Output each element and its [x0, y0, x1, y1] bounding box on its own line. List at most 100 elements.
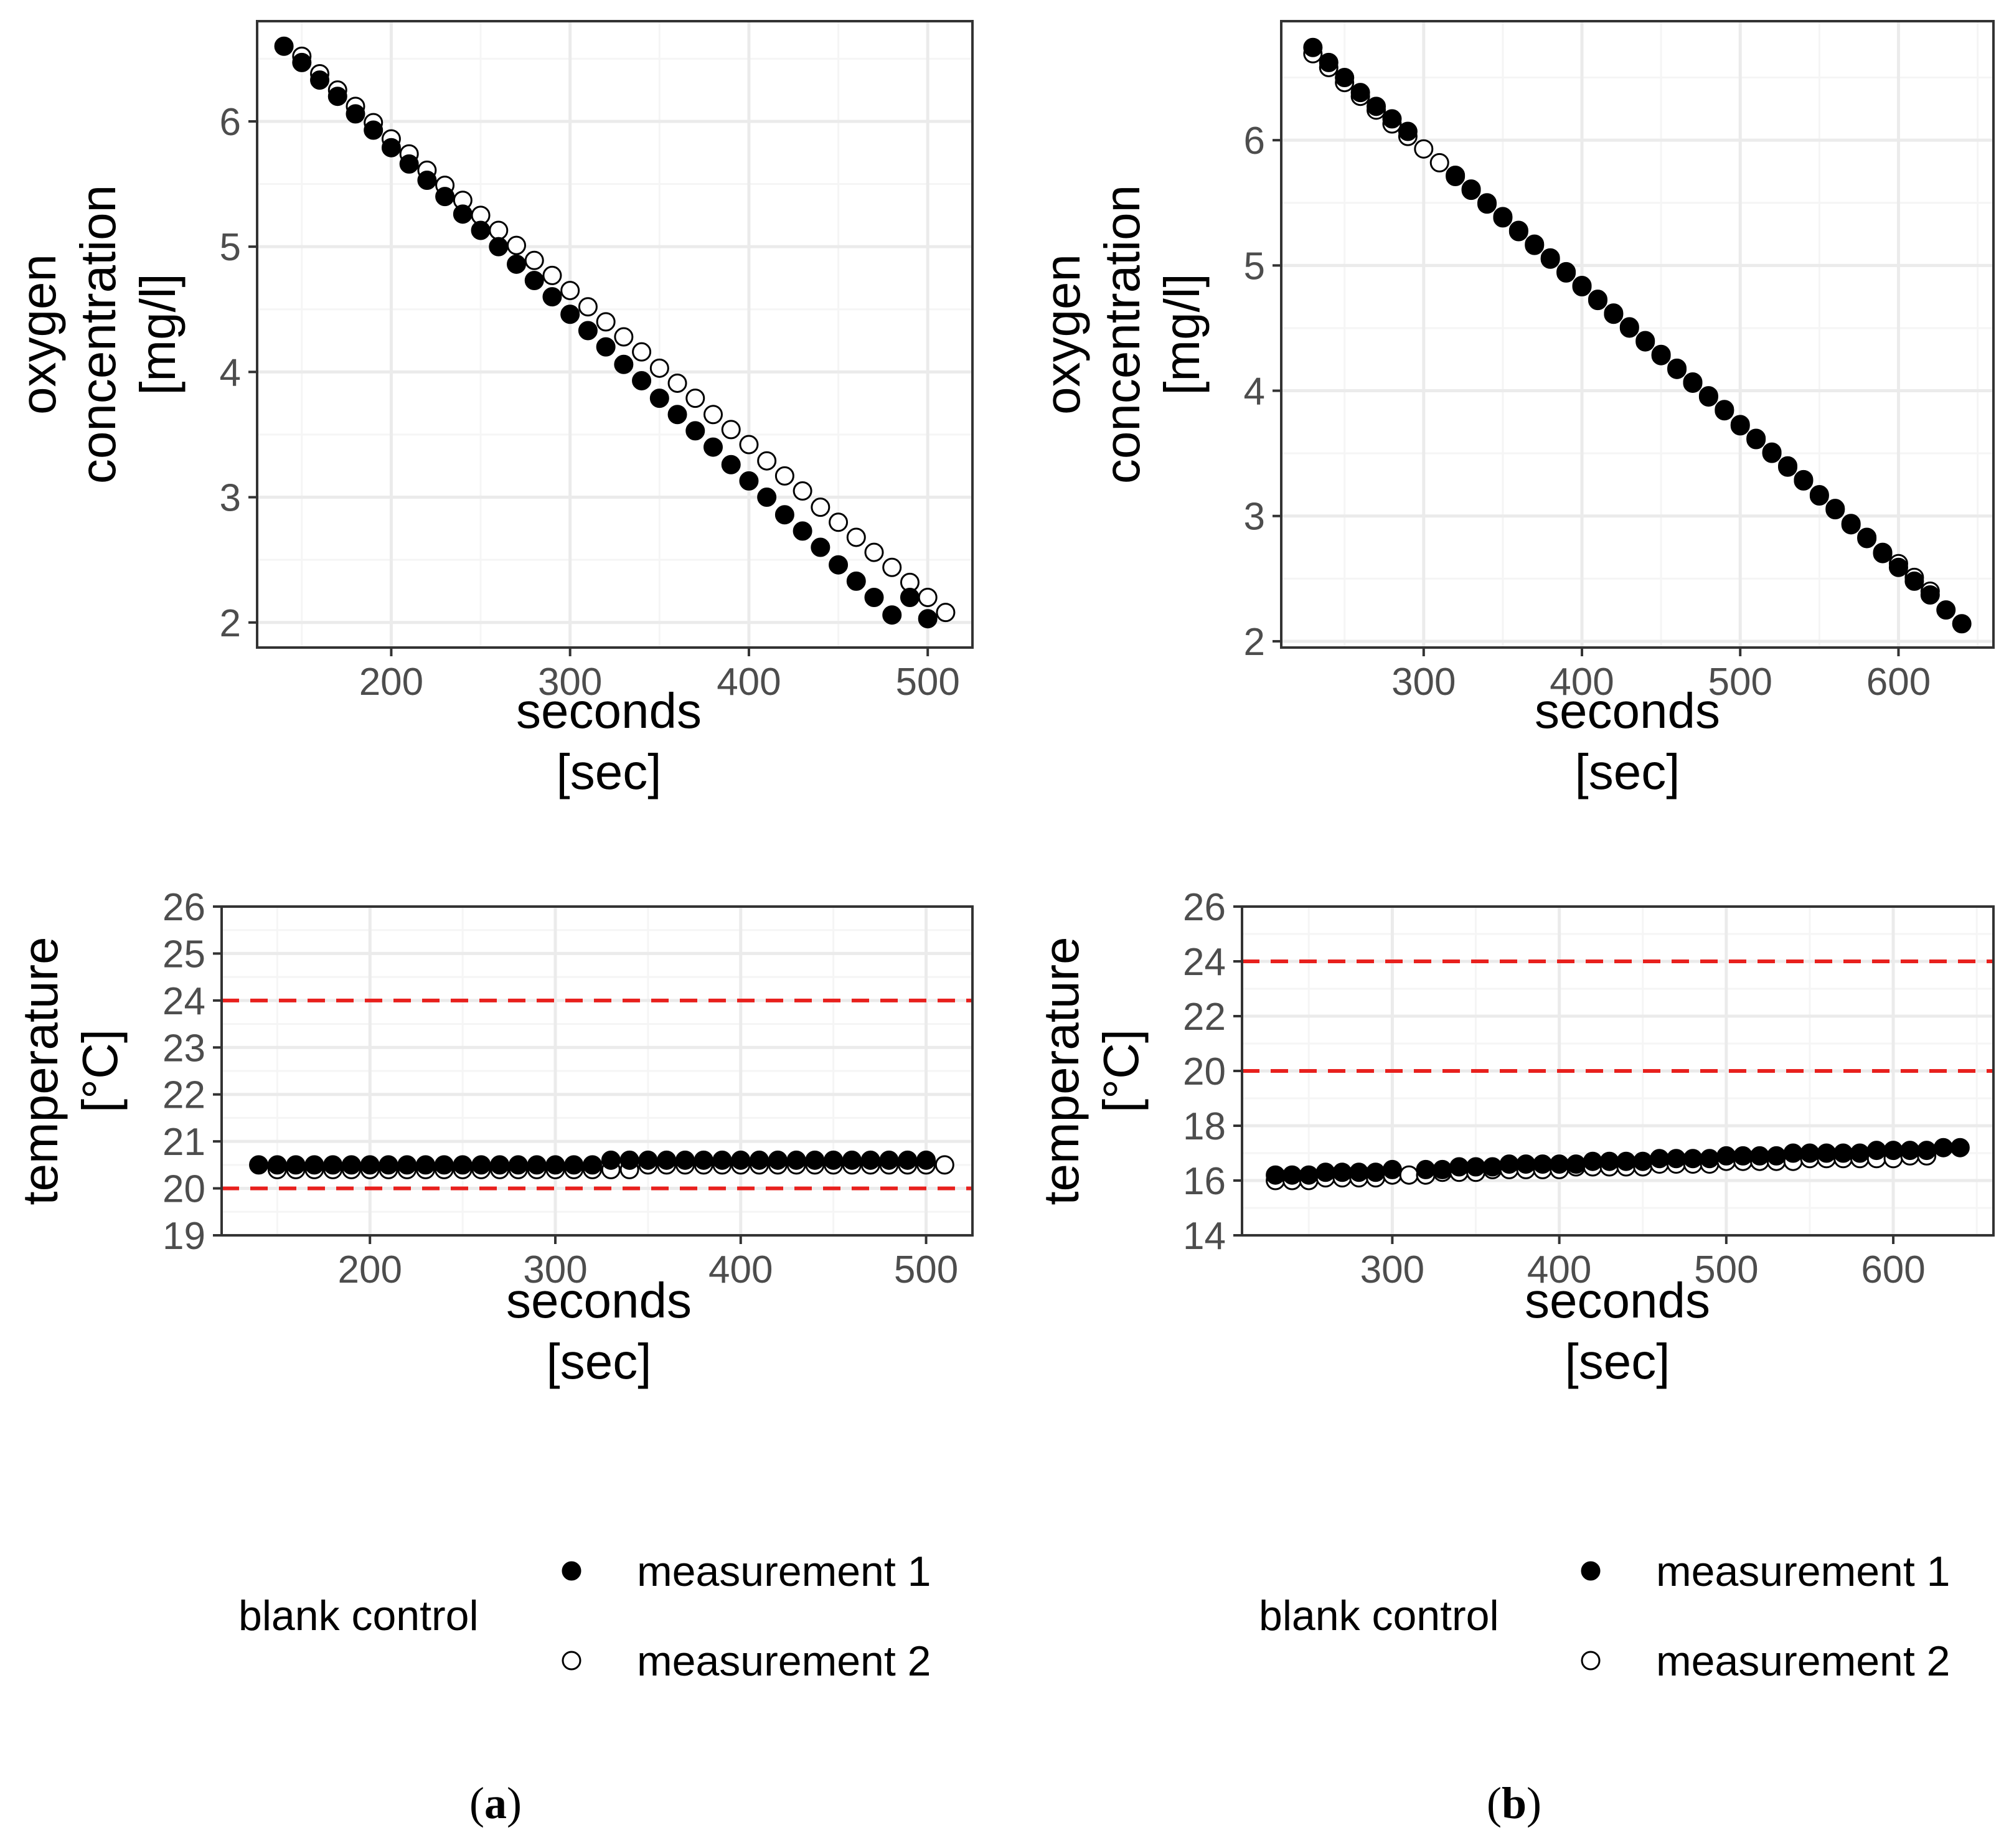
point-measurement-2 [632, 342, 652, 362]
series-measurement-1 [1266, 1138, 1970, 1185]
y-tick-label: 5 [1244, 245, 1265, 288]
point-measurement-2 [918, 588, 938, 608]
y-axis-title-line-1: temperature [1033, 936, 1089, 1205]
point-measurement-1 [1382, 109, 1402, 129]
y-tick-label: 22 [1183, 996, 1226, 1039]
point-measurement-2 [649, 358, 669, 378]
point-measurement-1 [649, 389, 669, 408]
point-measurement-2 [934, 1155, 954, 1175]
x-tick-label: 300 [523, 1248, 587, 1291]
point-measurement-1 [310, 70, 330, 90]
x-tick-label: 500 [895, 661, 959, 704]
caption-b: (b) [1487, 1778, 1541, 1828]
x-axis-title-line-1: seconds [1525, 1273, 1710, 1328]
y-axis-title: temperature[°C] [1033, 936, 1149, 1205]
point-measurement-1 [1461, 179, 1481, 199]
y-axis-title-line-2: [°C] [72, 1029, 128, 1113]
y-tick-label: 20 [162, 1168, 205, 1211]
panel-border [256, 20, 974, 649]
point-measurement-1 [1749, 1146, 1769, 1166]
legend-key-open [1581, 1651, 1601, 1671]
point-measurement-1 [1533, 1154, 1553, 1174]
point-measurement-1 [1416, 1159, 1436, 1179]
point-measurement-1 [1635, 331, 1655, 351]
point-measurement-1 [1866, 1141, 1886, 1161]
point-measurement-1 [1651, 344, 1671, 364]
y-tick-label: 3 [220, 477, 241, 520]
y-tick-label: 14 [1183, 1215, 1226, 1258]
point-measurement-1 [793, 521, 812, 541]
x-axis-title-line-1: seconds [506, 1273, 692, 1328]
point-measurement-2 [685, 389, 705, 408]
point-measurement-1 [1366, 1162, 1386, 1182]
y-axis-title-line-1: oxygen [11, 254, 66, 415]
point-measurement-1 [1525, 234, 1545, 254]
point-measurement-1 [564, 1155, 584, 1175]
point-measurement-2 [829, 512, 849, 532]
point-measurement-2 [542, 265, 562, 285]
point-measurement-1 [490, 1155, 510, 1175]
y-tick-label: 24 [162, 980, 205, 1023]
point-measurement-1 [560, 304, 580, 324]
x-axis-title-line-2: [sec] [1575, 744, 1680, 799]
y-axis-title: oxygenconcentration[mg/l] [11, 185, 186, 484]
x-tick-label: 300 [538, 661, 602, 704]
point-measurement-2 [936, 603, 956, 623]
point-measurement-1 [1920, 585, 1940, 605]
point-measurement-2 [757, 451, 777, 471]
point-measurement-1 [712, 1150, 732, 1170]
y-axis-title-line-3: [mg/l] [130, 273, 186, 395]
caption-b-close: ) [1527, 1778, 1541, 1828]
point-measurement-1 [1904, 571, 1924, 591]
point-measurement-1 [694, 1150, 713, 1170]
point-measurement-1 [1746, 428, 1766, 448]
point-measurement-1 [879, 1150, 899, 1170]
legend-key-filled [1581, 1561, 1601, 1581]
y-tick-label: 16 [1183, 1160, 1226, 1203]
point-measurement-1 [768, 1150, 788, 1170]
series-measurement-1 [1303, 37, 1972, 634]
point-measurement-2 [667, 373, 687, 393]
chart-b-oxygen: 300 400 500 600 2 3 4 5 6 seconds [sec] oxygenconce… [1035, 20, 1995, 799]
y-axis-title-line-2: [°C] [1093, 1029, 1149, 1113]
point-measurement-1 [360, 1155, 380, 1175]
point-measurement-1 [1540, 248, 1560, 268]
point-measurement-1 [1299, 1165, 1319, 1185]
point-measurement-1 [1588, 290, 1607, 309]
point-measurement-1 [542, 287, 562, 307]
point-measurement-1 [1282, 1165, 1302, 1185]
y-axis-title-line-1: temperature [12, 936, 68, 1205]
point-measurement-1 [1883, 1141, 1903, 1161]
y-tick-label: 24 [1183, 941, 1226, 984]
point-measurement-1 [805, 1150, 825, 1170]
y-axis-title-line-1: oxygen [1035, 254, 1090, 415]
point-measurement-1 [1841, 514, 1861, 534]
y-tick-label: 26 [162, 886, 205, 929]
point-measurement-2 [560, 281, 580, 301]
y-axis-title-line-2: concentration [70, 185, 126, 484]
point-measurement-1 [1667, 358, 1687, 378]
chart-a-oxygen: 200 300 400 500 2 3 4 5 6 seconds [sec] oxygenconce… [11, 20, 974, 799]
point-measurement-1 [703, 437, 723, 457]
y-axis-title: temperature[°C] [12, 936, 128, 1205]
point-measurement-1 [632, 370, 652, 390]
caption-a-open: ( [469, 1778, 484, 1828]
point-measurement-1 [1566, 1154, 1586, 1174]
point-measurement-1 [829, 555, 849, 575]
point-measurement-1 [508, 1155, 528, 1175]
point-measurement-1 [811, 537, 831, 557]
point-measurement-1 [1730, 415, 1750, 435]
point-measurement-1 [1319, 52, 1339, 72]
point-measurement-1 [1716, 1146, 1736, 1166]
point-measurement-2 [489, 220, 509, 240]
point-measurement-1 [381, 138, 401, 158]
legend-title: blank control [1259, 1592, 1499, 1639]
point-measurement-1 [898, 1150, 918, 1170]
point-measurement-1 [750, 1150, 769, 1170]
caption-a: (a) [469, 1778, 522, 1828]
x-axis-title: seconds [sec] [506, 1273, 692, 1389]
point-measurement-1 [1833, 1143, 1853, 1163]
point-measurement-1 [417, 171, 437, 191]
point-measurement-1 [524, 270, 544, 290]
